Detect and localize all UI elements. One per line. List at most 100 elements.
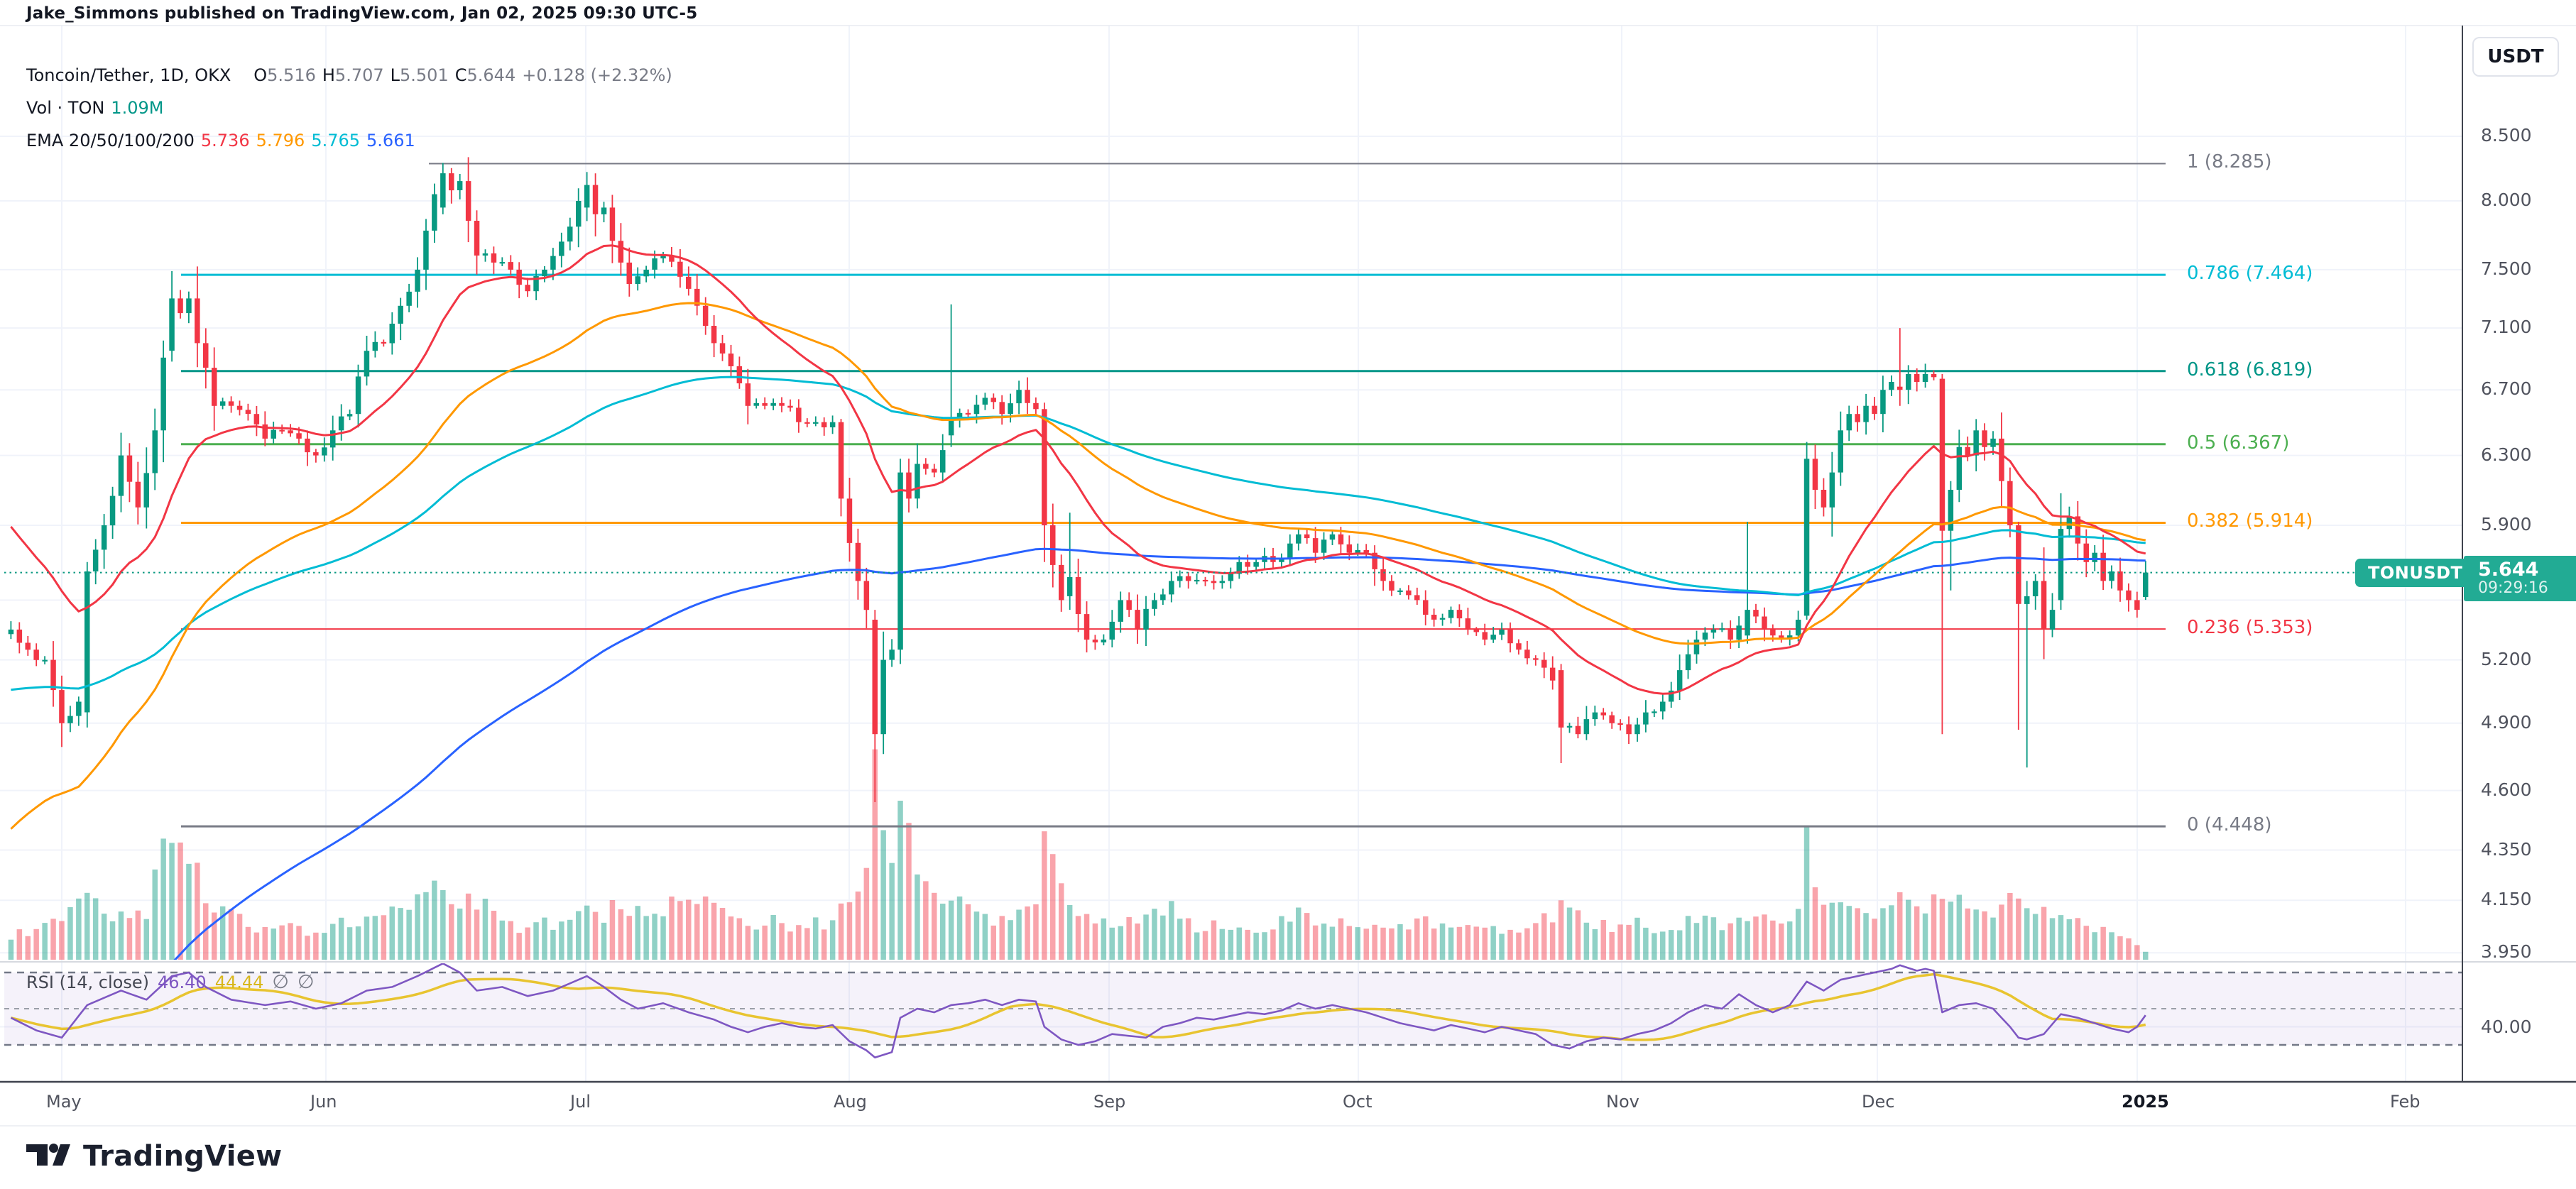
candle-body — [1914, 373, 1920, 382]
candle-body — [92, 549, 99, 571]
rsi-axis-label: 40.00 — [2481, 1017, 2532, 1037]
time-tick-Sep: Sep — [1093, 1092, 1126, 1112]
candle-body — [880, 659, 886, 735]
candle-body — [1143, 608, 1149, 630]
candle-body — [2041, 581, 2047, 630]
rsi-legend-row[interactable]: RSI (14, close) 46.40 44.44 ∅ ∅ — [26, 971, 314, 993]
fib-label-1: 1 (8.285) — [2187, 151, 2272, 173]
candle-body — [829, 422, 836, 427]
candle-body — [1609, 715, 1615, 723]
volume-legend-row[interactable]: Vol · TON 1.09M — [26, 98, 163, 118]
candle-body — [525, 285, 530, 292]
candle-body — [592, 185, 599, 214]
price-tick-4.350: 4.350 — [2481, 838, 2532, 860]
candle-body — [42, 659, 48, 662]
candlestick-series — [8, 157, 2149, 802]
candle-body — [1880, 390, 1886, 415]
candle-body — [1177, 576, 1183, 581]
price-tick-7.500: 7.500 — [2481, 258, 2532, 279]
candle-body — [1084, 614, 1090, 640]
candle-body — [1075, 577, 1081, 614]
price-tick-5.900: 5.900 — [2481, 514, 2532, 535]
candle-body — [1600, 712, 1606, 716]
candle-body — [1355, 549, 1360, 553]
candle-body — [1059, 564, 1064, 601]
candle-body — [415, 269, 420, 292]
candle-body — [1219, 581, 1226, 583]
ema-legend-row[interactable]: EMA 20/50/100/200 5.736 5.796 5.765 5.66… — [26, 131, 415, 150]
candle-body — [1279, 557, 1284, 562]
rsi-label: RSI (14, close) — [26, 972, 149, 992]
fib-label-0.236: 0.236 (5.353) — [2187, 617, 2313, 639]
candle-body — [2109, 571, 2114, 581]
candle-body — [1558, 670, 1564, 728]
candle-body — [1050, 525, 1056, 565]
candle-body — [846, 498, 853, 543]
candle-body — [305, 438, 310, 453]
candle-body — [567, 226, 573, 242]
candle-body — [449, 173, 454, 191]
candle-body — [1999, 438, 2004, 481]
candle-body — [1685, 654, 1691, 671]
tradingview-logo[interactable]: TradingView — [26, 1139, 282, 1174]
candle-body — [1109, 621, 1115, 640]
candle-body — [932, 469, 937, 473]
candle-body — [152, 430, 158, 473]
ohlc-low: L5.501 — [390, 65, 449, 85]
currency-toggle-usdt[interactable]: USDT — [2472, 37, 2559, 77]
candle-body — [1372, 552, 1377, 569]
candle-body — [372, 341, 378, 351]
ema-lines — [10, 244, 2146, 960]
candle-body — [643, 269, 649, 277]
candle-body — [262, 424, 268, 439]
candle-body — [355, 376, 361, 415]
candle-body — [686, 276, 692, 289]
candle-body — [236, 405, 243, 410]
candle-body — [796, 407, 802, 422]
candle-body — [1617, 723, 1623, 725]
time-tick-Nov: Nov — [1606, 1092, 1639, 1112]
candle-body — [1812, 459, 1818, 490]
candle-body — [338, 416, 344, 431]
rsi-lines — [10, 963, 2146, 1059]
price-tick-8.000: 8.000 — [2481, 189, 2532, 210]
symbol-legend-row[interactable]: Toncoin/Tether, 1D, OKX O5.516 H5.707 L5… — [26, 65, 672, 85]
price-tick-4.150: 4.150 — [2481, 889, 2532, 910]
candle-body — [1245, 561, 1250, 567]
candle-body — [1482, 632, 1488, 640]
candle-body — [1931, 373, 1937, 378]
candle-body — [169, 298, 175, 351]
candle-body — [271, 429, 276, 439]
candle-body — [1676, 670, 1683, 691]
candle-body — [2058, 529, 2064, 601]
fib-retracement-lines[interactable] — [181, 163, 2166, 828]
candle-body — [440, 173, 446, 208]
candle-body — [1652, 711, 1657, 713]
candle-body — [1118, 600, 1123, 622]
candle-body — [203, 343, 209, 368]
price-tick-6.700: 6.700 — [2481, 378, 2532, 400]
candle-body — [296, 433, 302, 439]
ema100-value: 5.765 — [311, 131, 361, 150]
candle-body — [1863, 405, 1869, 422]
candle-body — [1965, 446, 1970, 456]
candle-body — [1456, 610, 1463, 619]
candle-body — [1634, 724, 1640, 735]
candle-body — [1575, 725, 1581, 735]
candle-body — [2007, 481, 2013, 525]
candle-body — [1169, 581, 1174, 595]
candle-body — [84, 571, 90, 713]
volume-label: Vol · TON — [26, 98, 105, 118]
candle-body — [245, 410, 251, 415]
ema-label: EMA 20/50/100/200 — [26, 131, 195, 150]
candle-body — [770, 402, 776, 406]
candle-body — [1194, 579, 1200, 582]
candle-body — [652, 258, 657, 270]
candle-body — [948, 419, 954, 436]
price-tick-8.500: 8.500 — [2481, 125, 2532, 146]
candle-body — [787, 405, 793, 408]
candle-body — [491, 253, 497, 263]
candle-body — [16, 629, 23, 643]
ohlc-open: O5.516 — [253, 65, 316, 85]
